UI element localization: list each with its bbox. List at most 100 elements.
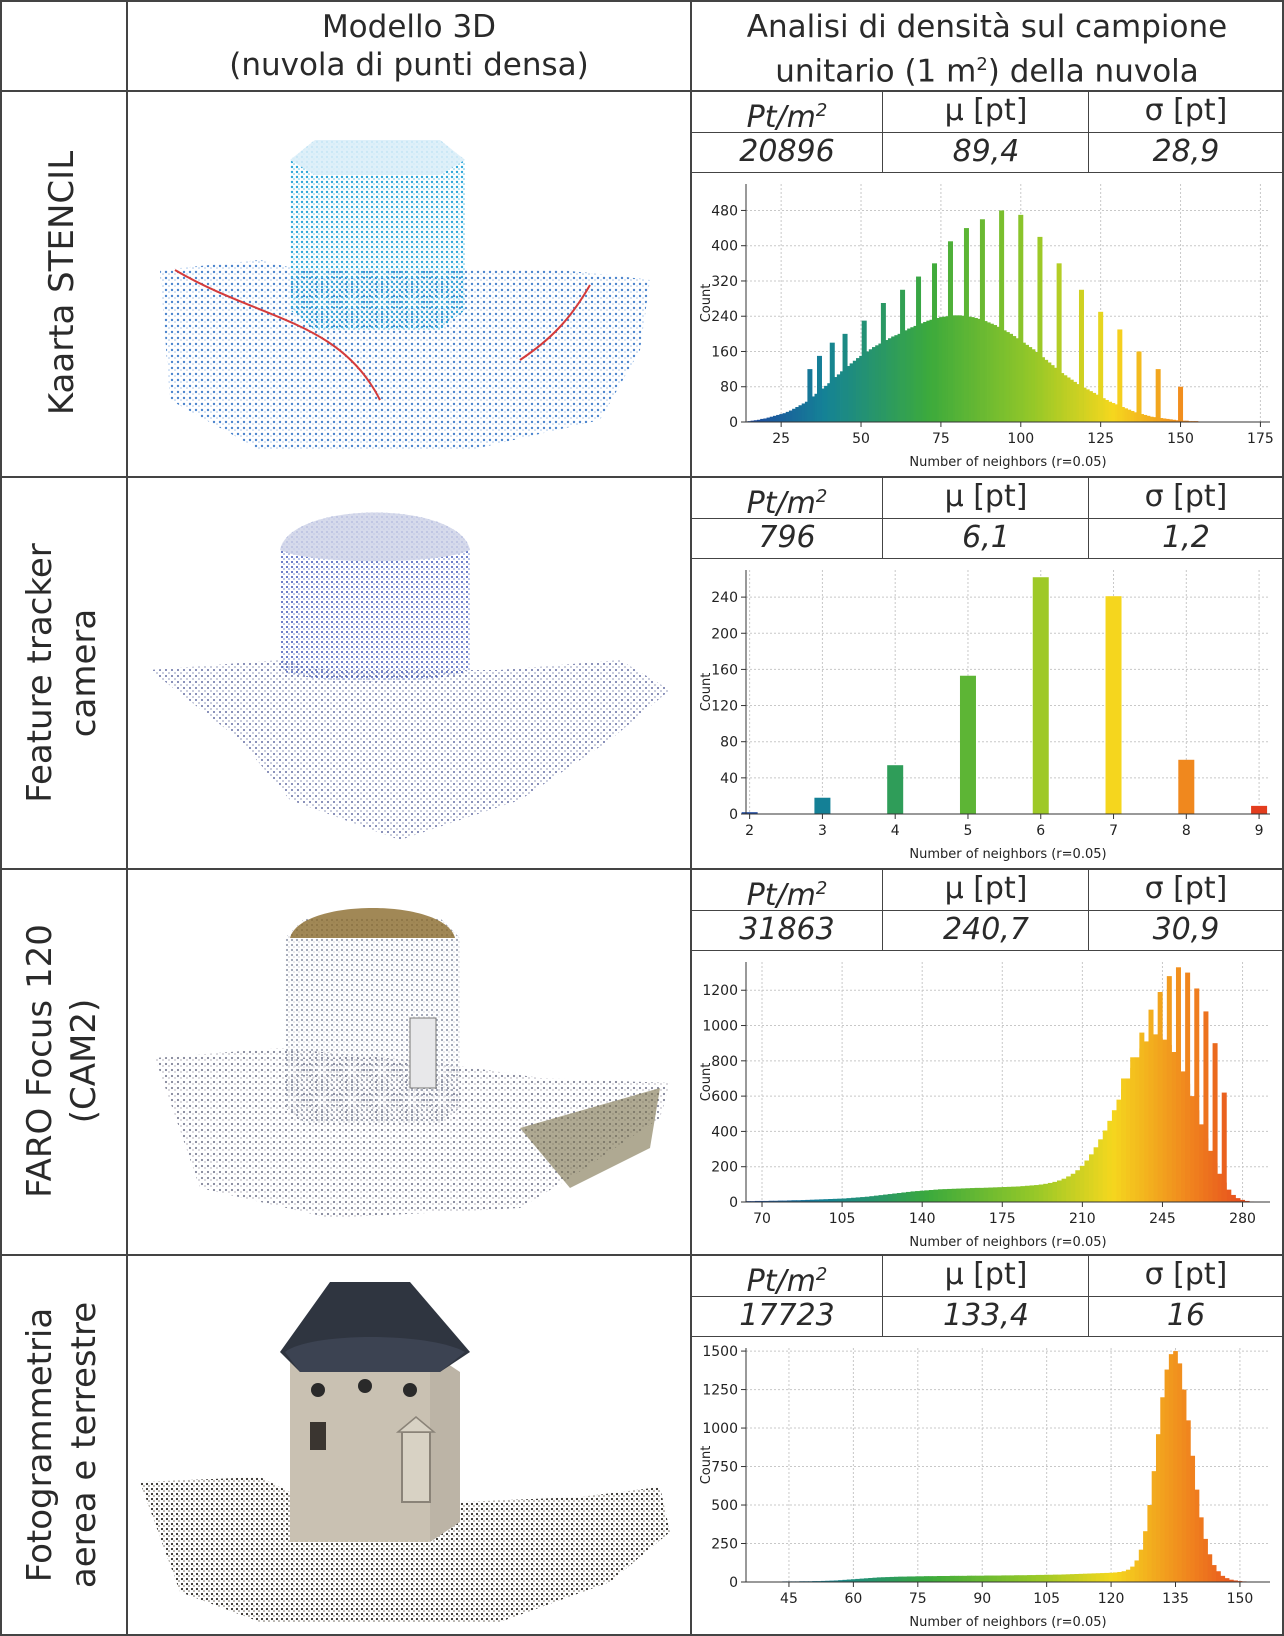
histogram-bar	[873, 1195, 879, 1202]
y-tick-label: 120	[711, 699, 738, 715]
histogram-spike	[1178, 386, 1184, 422]
stat-header-sigma: σ [pt]	[1144, 1257, 1228, 1292]
x-tick-label: 70	[753, 1211, 771, 1227]
histogram-bar	[949, 1575, 955, 1582]
x-tick-label: 50	[852, 431, 870, 447]
histogram-bar	[1063, 375, 1068, 422]
y-tick-label: 240	[711, 590, 738, 606]
histogram-bar	[902, 1576, 908, 1582]
histogram-bar	[1052, 1574, 1058, 1582]
stat-value-mu: 89,4	[952, 134, 1020, 169]
y-tick-label: 400	[711, 239, 738, 255]
x-axis-label: Number of neighbors (r=0.05)	[909, 847, 1106, 862]
histogram-bar	[1061, 1574, 1067, 1582]
histogram-bar	[1168, 1354, 1174, 1582]
point-cloud-photogrammetry	[140, 1282, 670, 1622]
histogram-spike	[1056, 263, 1062, 422]
x-tick-label: 3	[818, 823, 827, 839]
histogram-bar	[1164, 1369, 1170, 1582]
histogram-bar	[875, 345, 879, 422]
histogram-bar	[1074, 1573, 1080, 1582]
histogram-bar	[1203, 1538, 1208, 1582]
histogram-bar	[1020, 1186, 1026, 1202]
histogram-bar	[997, 1187, 1003, 1202]
histogram-bar	[1006, 332, 1010, 422]
histogram-bar	[1162, 1039, 1168, 1202]
histogram-bar	[760, 418, 764, 422]
histogram-bar	[1060, 373, 1065, 422]
histogram-bar	[1143, 1531, 1148, 1582]
histogram-bar	[766, 417, 771, 422]
histogram-spike	[1155, 369, 1161, 422]
histogram-bar	[1034, 1185, 1040, 1202]
histogram-bar	[1086, 389, 1090, 422]
histogram-faro: 0 200 400 600 800 1000 1200 70 105 140 175 210 245 28…	[699, 962, 1270, 1250]
histogram-bar	[1031, 1575, 1037, 1582]
histogram-bar	[892, 1193, 898, 1202]
histogram-bar	[1162, 418, 1167, 422]
x-tick-label: 245	[1149, 1211, 1176, 1227]
histogram-bar	[754, 1200, 760, 1202]
stat-value-density: 17723	[739, 1298, 835, 1333]
histogram-bar	[1089, 1154, 1095, 1202]
row-label-1: Kaarta STENCIL	[42, 150, 82, 416]
histogram-bar	[1244, 1200, 1250, 1202]
stat-value-density: 31863	[739, 912, 835, 947]
stat-header-mu: μ [pt]	[944, 479, 1028, 514]
histogram-bar	[1143, 414, 1148, 422]
stat-divider	[690, 172, 1284, 173]
x-tick-label: 8	[1182, 823, 1191, 839]
stat-header-sigma: σ [pt]	[1144, 479, 1228, 514]
histogram-bar	[1117, 1571, 1123, 1582]
histogram-spike	[947, 241, 953, 422]
y-axis-label: Count	[699, 1446, 714, 1485]
histogram-bar	[919, 1190, 925, 1202]
histogram-bar	[887, 338, 892, 422]
histogram-bar	[763, 418, 767, 422]
y-tick-label: 250	[711, 1537, 738, 1553]
y-axis-label: Count	[699, 673, 714, 712]
x-tick-label: 175	[989, 1211, 1016, 1227]
histogram-bar	[1181, 1389, 1187, 1582]
histogram-bar	[951, 315, 956, 422]
histogram-spike	[861, 320, 867, 422]
histogram-bar	[1178, 759, 1195, 814]
histogram-bar	[779, 414, 783, 422]
histogram-bar	[883, 1194, 889, 1202]
histogram-bar	[1028, 347, 1033, 422]
histogram-bar	[974, 1187, 980, 1202]
table-divider	[126, 0, 128, 1636]
histogram-bar	[869, 1196, 875, 1202]
histogram-bar	[905, 1191, 911, 1202]
stat-value-sigma: 16	[1166, 1298, 1206, 1333]
y-tick-label: 160	[711, 662, 738, 678]
histogram-bar	[1061, 1178, 1067, 1202]
y-tick-label: 80	[720, 380, 738, 396]
histogram-bar	[1015, 1186, 1021, 1202]
y-axis-label: Count	[699, 284, 714, 323]
stat-col-divider	[1088, 868, 1089, 950]
histogram-bar	[915, 1576, 921, 1582]
histogram-bar	[1189, 1096, 1195, 1202]
stat-header-mu: μ [pt]	[944, 1257, 1028, 1292]
header-analysis-line2: unitario (1 m2) della nuvola	[775, 53, 1199, 90]
histogram-bar	[1032, 577, 1049, 814]
histogram-bar	[938, 1189, 943, 1202]
histogram-bar	[1005, 1575, 1011, 1582]
stat-value-sigma: 30,9	[1152, 912, 1220, 947]
y-tick-label: 0	[729, 1195, 738, 1211]
histogram-bar	[1105, 399, 1109, 422]
histogram-bar	[772, 415, 777, 422]
histogram-bar	[1044, 359, 1049, 422]
histogram-spike	[1212, 1043, 1218, 1202]
histogram-bar	[1027, 1575, 1032, 1582]
y-tick-label: 400	[711, 1124, 738, 1140]
histogram-bar	[928, 1576, 934, 1582]
histogram-bar	[1233, 1580, 1238, 1582]
histogram-bar	[753, 420, 758, 422]
x-tick-label: 7	[1109, 823, 1118, 839]
y-tick-label: 750	[711, 1460, 738, 1476]
histogram-bar	[878, 1195, 884, 1202]
stat-divider	[690, 1296, 1284, 1297]
histogram-bar	[1220, 1575, 1226, 1582]
